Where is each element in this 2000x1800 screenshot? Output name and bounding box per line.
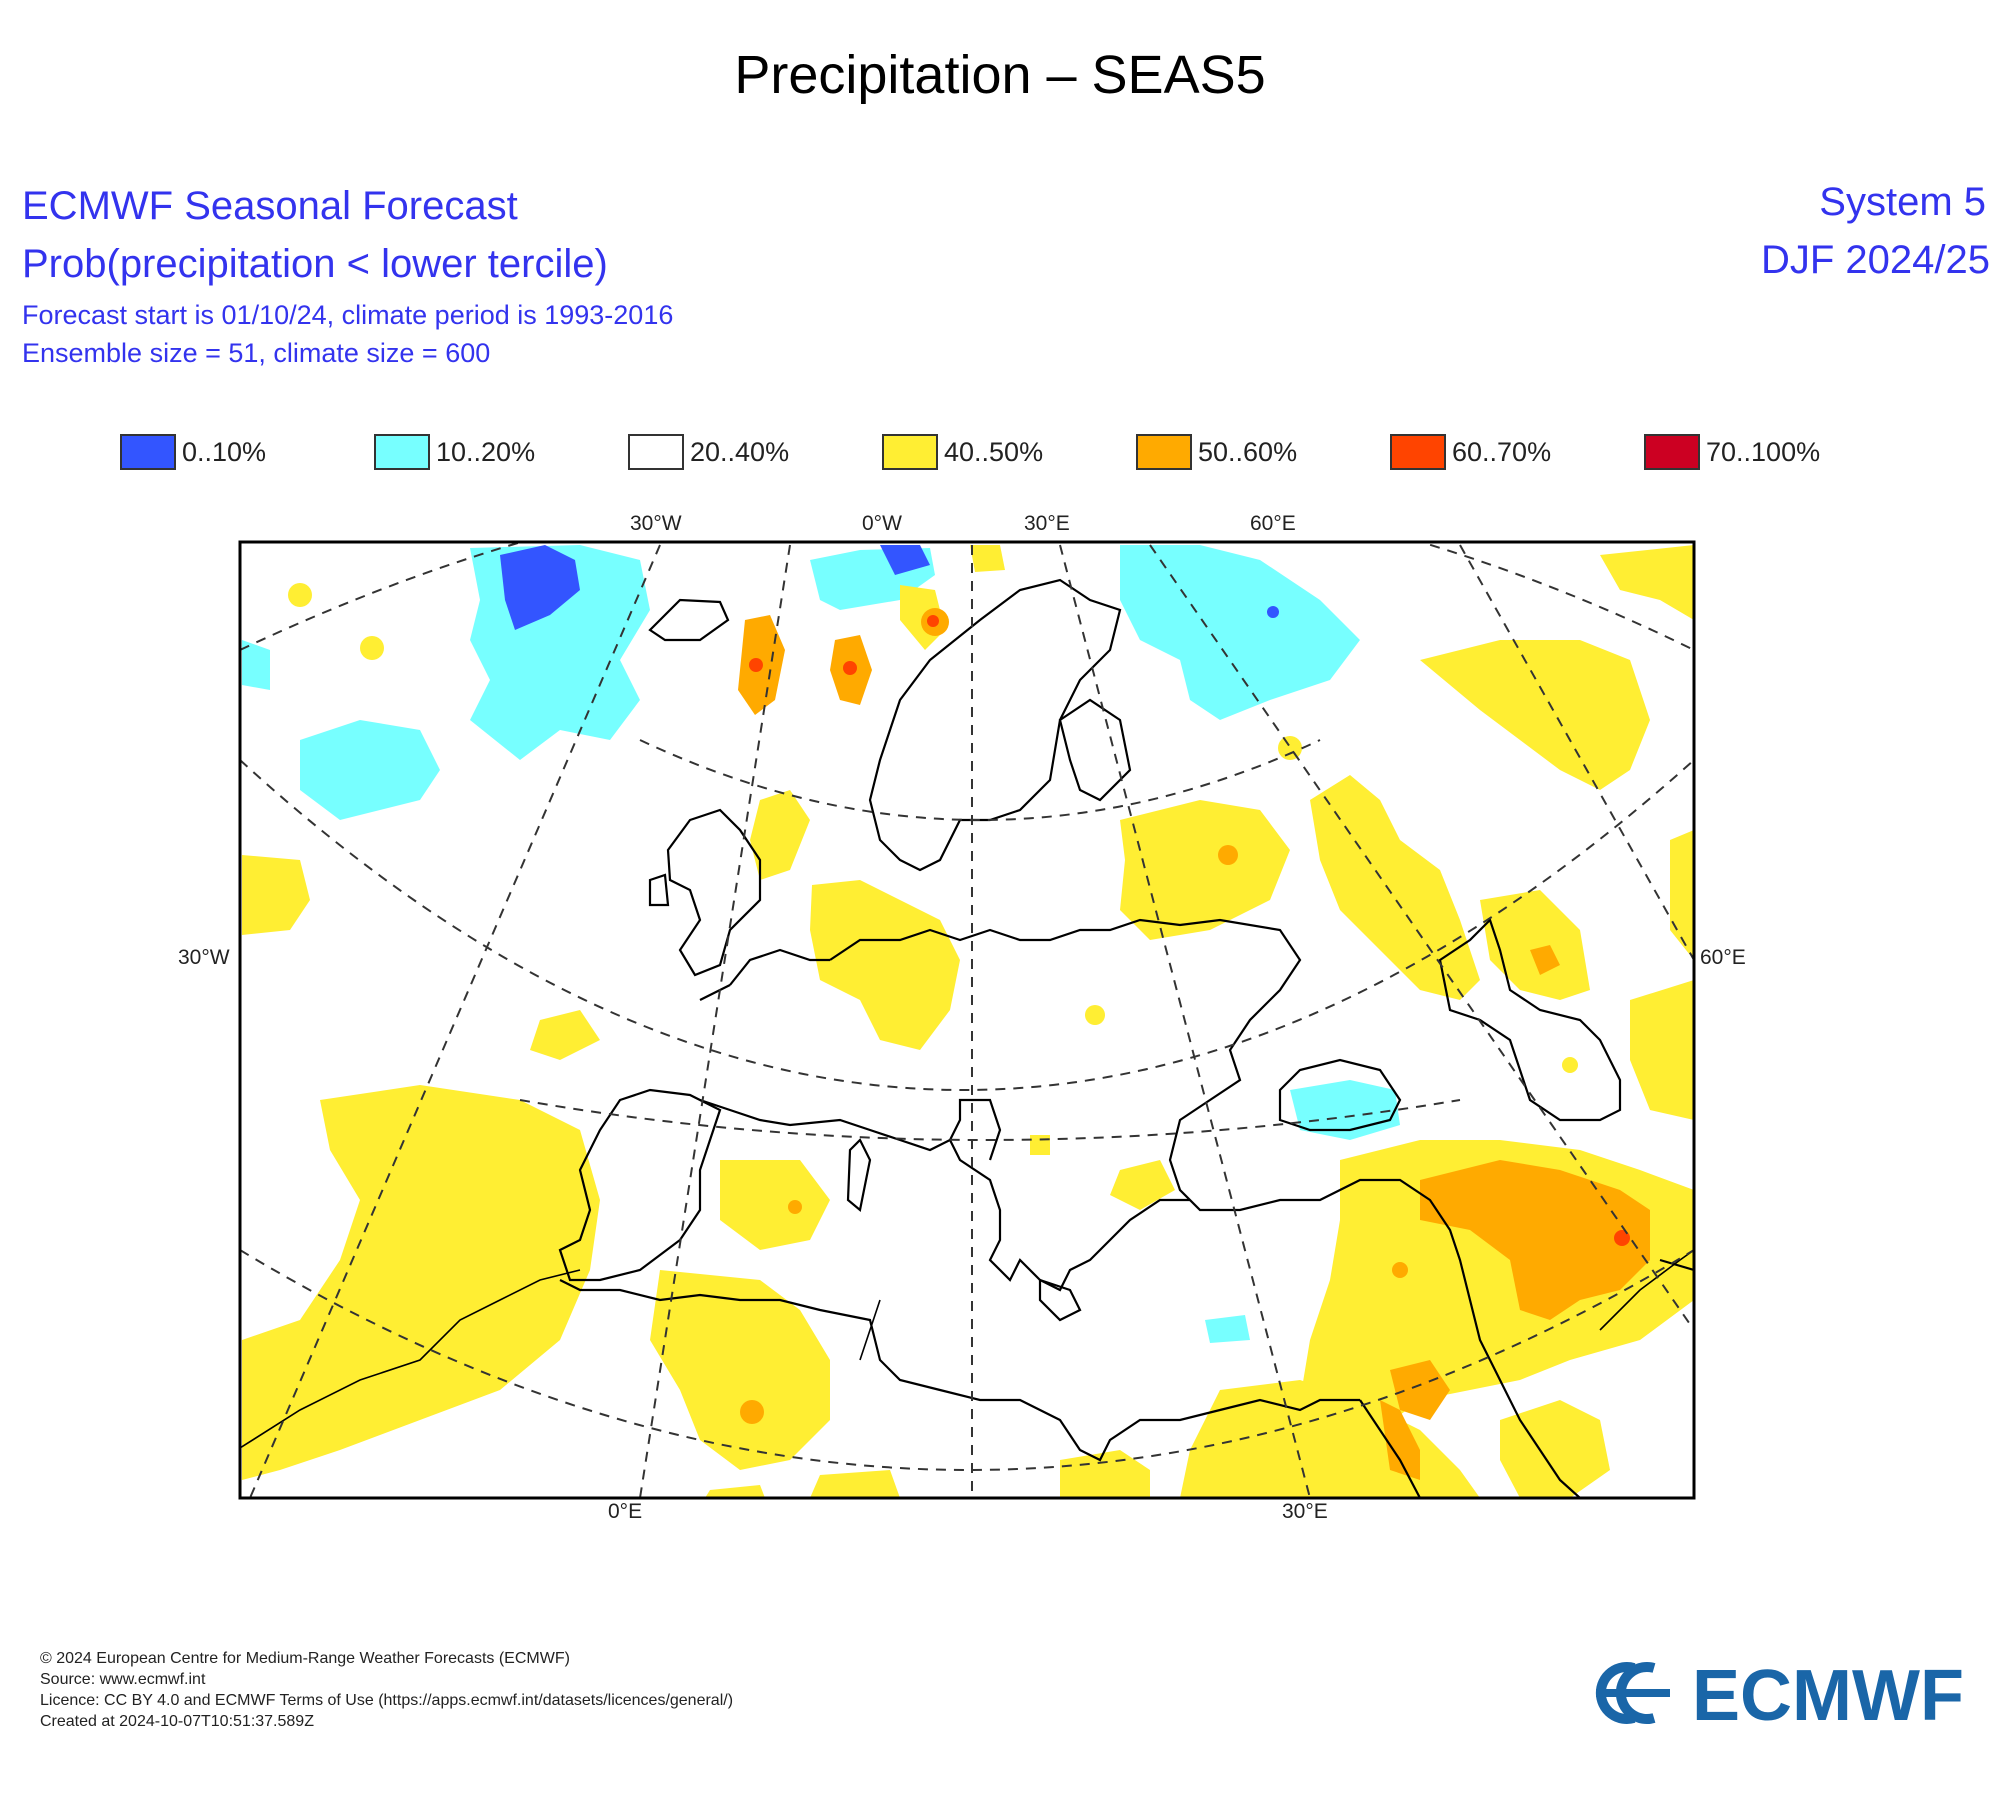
map-label-top-30e: 30°E <box>1024 512 1070 535</box>
forecast-subtitle: Prob(precipitation < lower tercile) <box>22 242 608 286</box>
map-label-top-60e: 60°E <box>1250 512 1296 535</box>
legend-swatch <box>1390 434 1446 470</box>
legend-label: 70..100% <box>1706 436 1821 467</box>
legend-swatch <box>120 434 176 470</box>
legend: 0..10% 10..20% 20..40% 40..50% 50..60% 6… <box>120 430 1890 474</box>
legend-label: 0..10% <box>182 436 267 467</box>
legend-swatch <box>1644 434 1700 470</box>
system-label: System 5 <box>1819 180 1986 224</box>
map-label-top-0w: 0°W <box>862 512 902 535</box>
ecmwf-logo: ECMWF <box>1595 1658 1964 1728</box>
page-title: Precipitation – SEAS5 <box>734 45 1266 105</box>
map-label-right-60e: 60°E <box>1700 946 1746 969</box>
footer: © 2024 European Centre for Medium-Range … <box>40 1648 733 1732</box>
map-frame <box>238 540 1696 1500</box>
legend-item: 0..10% <box>120 430 266 474</box>
map-label-bottom-0e: 0°E <box>608 1500 643 1523</box>
legend-label: 10..20% <box>436 436 536 467</box>
legend-item: 40..50% <box>882 430 1043 474</box>
legend-item: 60..70% <box>1390 430 1551 474</box>
anomaly-60-70 <box>749 615 1630 1246</box>
legend-swatch <box>1136 434 1192 470</box>
legend-label: 50..60% <box>1198 436 1298 467</box>
ensemble-info: Ensemble size = 51, climate size = 600 <box>22 338 491 368</box>
legend-item: 20..40% <box>628 430 789 474</box>
forecast-title: ECMWF Seasonal Forecast <box>22 184 518 228</box>
anomaly-10-20 <box>242 545 1400 1343</box>
anomaly-0-10 <box>500 545 1279 630</box>
map-label-left-30w: 30°W <box>178 946 230 969</box>
season-label: DJF 2024/25 <box>1760 238 1990 282</box>
forecast-start-info: Forecast start is 01/10/24, climate peri… <box>22 300 674 330</box>
legend-item: 50..60% <box>1136 430 1297 474</box>
copyright-text: © 2024 European Centre for Medium-Range … <box>40 1650 570 1667</box>
licence-text: Licence: CC BY 4.0 and ECMWF Terms of Us… <box>40 1692 734 1709</box>
graticule <box>240 542 1694 1498</box>
ecmwf-logo-text: ECMWF <box>1692 1658 1964 1728</box>
legend-label: 60..70% <box>1452 436 1552 467</box>
source-text: Source: www.ecmwf.int <box>40 1671 206 1688</box>
legend-item: 10..20% <box>374 430 535 474</box>
coastlines <box>558 578 1694 1498</box>
legend-item: 70..100% <box>1644 430 1820 474</box>
map-label-top-30w: 30°W <box>630 512 682 535</box>
legend-swatch <box>628 434 684 470</box>
created-text: Created at 2024-10-07T10:51:37.589Z <box>40 1713 314 1730</box>
borders <box>240 1249 1694 1449</box>
legend-swatch <box>374 434 430 470</box>
map-label-bottom-30e: 30°E <box>1282 1500 1328 1523</box>
ecmwf-logo-bar <box>1596 1689 1670 1697</box>
anomaly-50-60 <box>738 608 1650 1480</box>
legend-label: 20..40% <box>690 436 790 467</box>
legend-label: 40..50% <box>944 436 1044 467</box>
legend-swatch <box>882 434 938 470</box>
